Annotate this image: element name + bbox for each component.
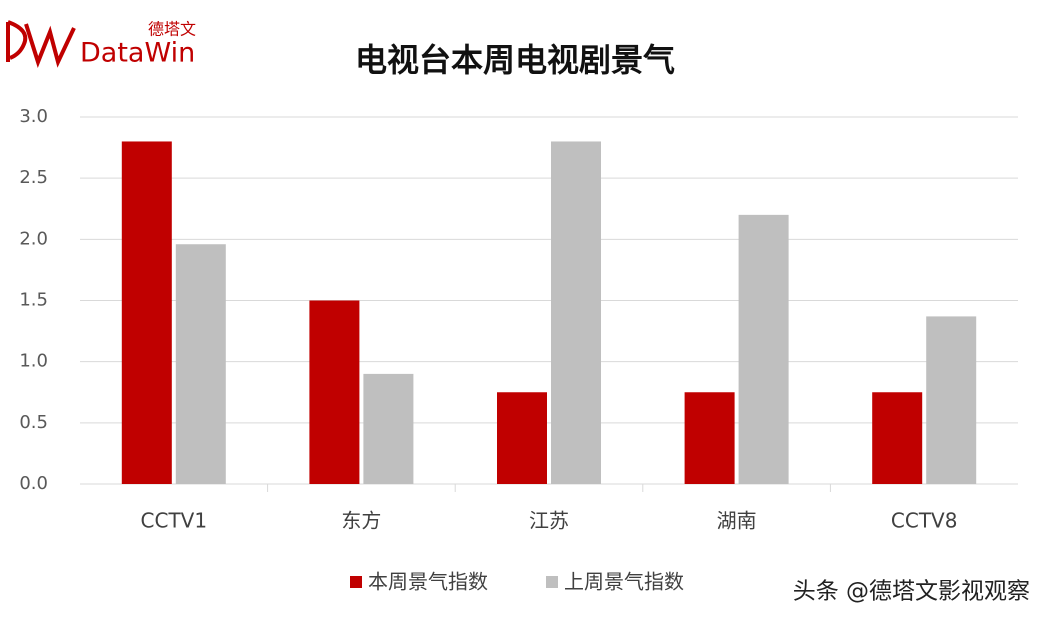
x-tick-label: 湖南 (717, 509, 757, 533)
bar (872, 392, 923, 484)
x-tick-label: 江苏 (529, 509, 569, 533)
logo-mark (6, 20, 76, 68)
watermark: 头条 @德塔文影视观察 (793, 579, 1030, 605)
x-tick-label: CCTV1 (141, 509, 208, 533)
chart-title: 电视台本周电视剧景气 (355, 41, 675, 79)
bar (497, 392, 547, 484)
legend-label: 本周景气指数 (368, 570, 488, 594)
bar (121, 141, 172, 484)
bar (363, 373, 414, 484)
bar (738, 214, 789, 484)
y-tick-label: 1.0 (19, 351, 48, 372)
logo-brand: 德塔文 (148, 20, 196, 39)
bar (309, 300, 360, 484)
bar (175, 244, 226, 484)
legend-swatch (546, 576, 558, 588)
y-tick-label: 2.5 (19, 167, 48, 188)
x-tick-label: CCTV8 (891, 509, 958, 533)
bar (926, 316, 977, 484)
y-tick-label: 1.5 (19, 290, 48, 311)
y-tick-label: 3.0 (19, 106, 48, 127)
y-tick-label: 2.0 (19, 228, 48, 249)
logo: 德塔文 DataWin (6, 20, 196, 69)
x-tick-label: 东方 (341, 509, 381, 533)
y-tick-label: 0.5 (19, 412, 48, 433)
logo-text: DataWin (80, 38, 195, 69)
legend-label: 上周景气指数 (564, 570, 684, 594)
bar (684, 392, 735, 484)
bar (551, 141, 601, 484)
legend-swatch (350, 576, 362, 588)
y-tick-label: 0.0 (19, 473, 48, 494)
